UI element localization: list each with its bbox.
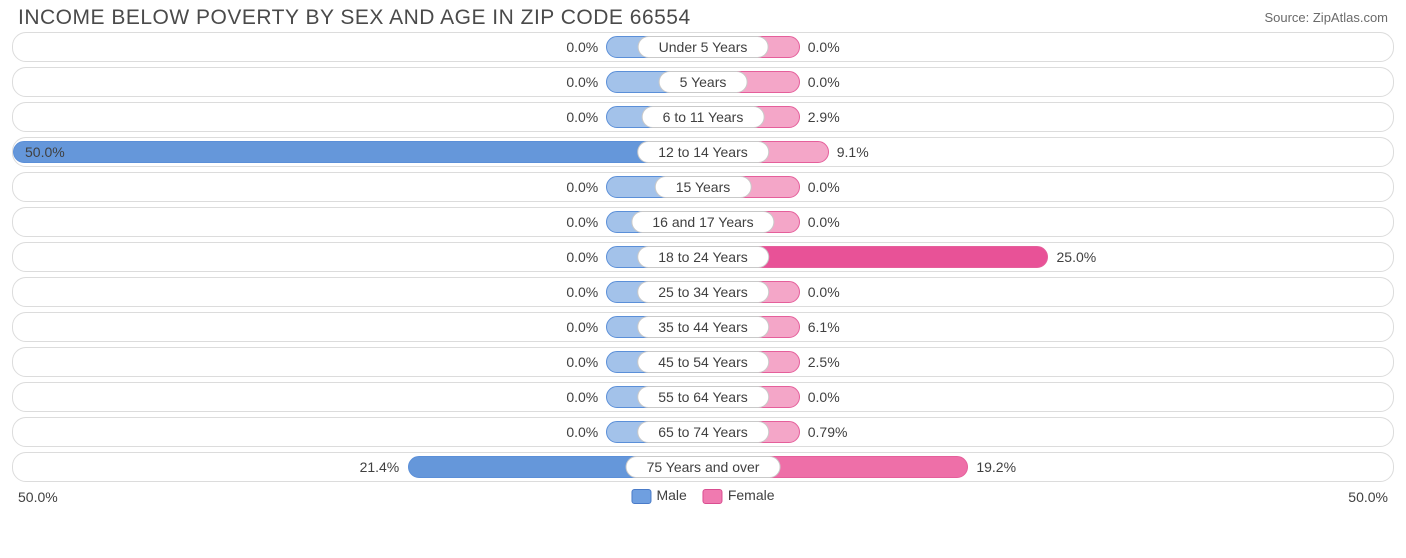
female-swatch — [703, 489, 723, 504]
male-value: 0.0% — [566, 74, 598, 90]
age-label: 15 Years — [655, 176, 752, 198]
chart-row: 5 Years 0.0% 0.0% — [12, 67, 1394, 97]
row-inner: 18 to 24 Years 0.0% 25.0% — [13, 243, 1393, 271]
female-value: 2.5% — [808, 354, 840, 370]
age-label: 75 Years and over — [626, 456, 781, 478]
row-inner: 5 Years 0.0% 0.0% — [13, 68, 1393, 96]
axis-right-label: 50.0% — [1348, 489, 1388, 505]
female-value: 19.2% — [976, 459, 1016, 475]
legend-female: Female — [703, 487, 775, 504]
axis-left-label: 50.0% — [18, 489, 58, 505]
age-label: 45 to 54 Years — [637, 351, 769, 373]
age-label: 65 to 74 Years — [637, 421, 769, 443]
female-value: 0.0% — [808, 214, 840, 230]
row-inner: 65 to 74 Years 0.0% 0.79% — [13, 418, 1393, 446]
male-bar — [13, 141, 703, 163]
male-value: 0.0% — [566, 179, 598, 195]
female-value: 6.1% — [808, 319, 840, 335]
chart-row: 16 and 17 Years 0.0% 0.0% — [12, 207, 1394, 237]
male-value: 21.4% — [360, 459, 400, 475]
chart-row: 12 to 14 Years 50.0% 9.1% — [12, 137, 1394, 167]
row-inner: 45 to 54 Years 0.0% 2.5% — [13, 348, 1393, 376]
legend-female-label: Female — [728, 487, 775, 503]
row-inner: 35 to 44 Years 0.0% 6.1% — [13, 313, 1393, 341]
female-value: 9.1% — [837, 144, 869, 160]
source-attribution: Source: ZipAtlas.com — [1264, 6, 1388, 25]
row-inner: 55 to 64 Years 0.0% 0.0% — [13, 383, 1393, 411]
male-value: 0.0% — [566, 249, 598, 265]
age-label: 35 to 44 Years — [637, 316, 769, 338]
legend-male-label: Male — [656, 487, 686, 503]
row-inner: Under 5 Years 0.0% 0.0% — [13, 33, 1393, 61]
female-value: 2.9% — [808, 109, 840, 125]
age-label: 18 to 24 Years — [637, 246, 769, 268]
female-value: 0.0% — [808, 389, 840, 405]
male-value: 0.0% — [566, 424, 598, 440]
male-value: 0.0% — [566, 319, 598, 335]
female-value: 0.0% — [808, 284, 840, 300]
female-value: 25.0% — [1057, 249, 1097, 265]
female-value: 0.0% — [808, 39, 840, 55]
female-value: 0.0% — [808, 74, 840, 90]
chart-row: Under 5 Years 0.0% 0.0% — [12, 32, 1394, 62]
male-value: 0.0% — [566, 389, 598, 405]
row-inner: 16 and 17 Years 0.0% 0.0% — [13, 208, 1393, 236]
age-label: Under 5 Years — [638, 36, 769, 58]
age-label: 55 to 64 Years — [637, 386, 769, 408]
row-inner: 15 Years 0.0% 0.0% — [13, 173, 1393, 201]
chart-row: 65 to 74 Years 0.0% 0.79% — [12, 417, 1394, 447]
row-inner: 75 Years and over 21.4% 19.2% — [13, 453, 1393, 481]
male-value: 0.0% — [566, 109, 598, 125]
row-inner: 6 to 11 Years 0.0% 2.9% — [13, 103, 1393, 131]
row-inner: 12 to 14 Years 50.0% 9.1% — [13, 138, 1393, 166]
row-inner: 25 to 34 Years 0.0% 0.0% — [13, 278, 1393, 306]
chart-row: 18 to 24 Years 0.0% 25.0% — [12, 242, 1394, 272]
male-value: 0.0% — [566, 214, 598, 230]
legend: Male Female — [631, 487, 774, 504]
chart-title: INCOME BELOW POVERTY BY SEX AND AGE IN Z… — [18, 6, 691, 30]
age-label: 25 to 34 Years — [637, 281, 769, 303]
chart-row: 15 Years 0.0% 0.0% — [12, 172, 1394, 202]
age-label: 5 Years — [659, 71, 748, 93]
male-value: 50.0% — [25, 144, 65, 160]
age-label: 16 and 17 Years — [631, 211, 774, 233]
chart-row: 6 to 11 Years 0.0% 2.9% — [12, 102, 1394, 132]
age-label: 6 to 11 Years — [642, 106, 765, 128]
male-value: 0.0% — [566, 284, 598, 300]
female-value: 0.79% — [808, 424, 848, 440]
chart-row: 55 to 64 Years 0.0% 0.0% — [12, 382, 1394, 412]
chart-header: INCOME BELOW POVERTY BY SEX AND AGE IN Z… — [0, 0, 1406, 30]
chart-row: 25 to 34 Years 0.0% 0.0% — [12, 277, 1394, 307]
female-value: 0.0% — [808, 179, 840, 195]
chart-area: Under 5 Years0.0%0.0%5 Years0.0%0.0%6 to… — [12, 32, 1394, 482]
legend-male: Male — [631, 487, 686, 504]
male-value: 0.0% — [566, 354, 598, 370]
male-value: 0.0% — [566, 39, 598, 55]
chart-row: 75 Years and over 21.4% 19.2% — [12, 452, 1394, 482]
chart-row: 35 to 44 Years 0.0% 6.1% — [12, 312, 1394, 342]
chart-footer: 50.0% Male Female 50.0% — [18, 487, 1388, 511]
age-label: 12 to 14 Years — [637, 141, 769, 163]
chart-row: 45 to 54 Years 0.0% 2.5% — [12, 347, 1394, 377]
male-swatch — [631, 489, 651, 504]
